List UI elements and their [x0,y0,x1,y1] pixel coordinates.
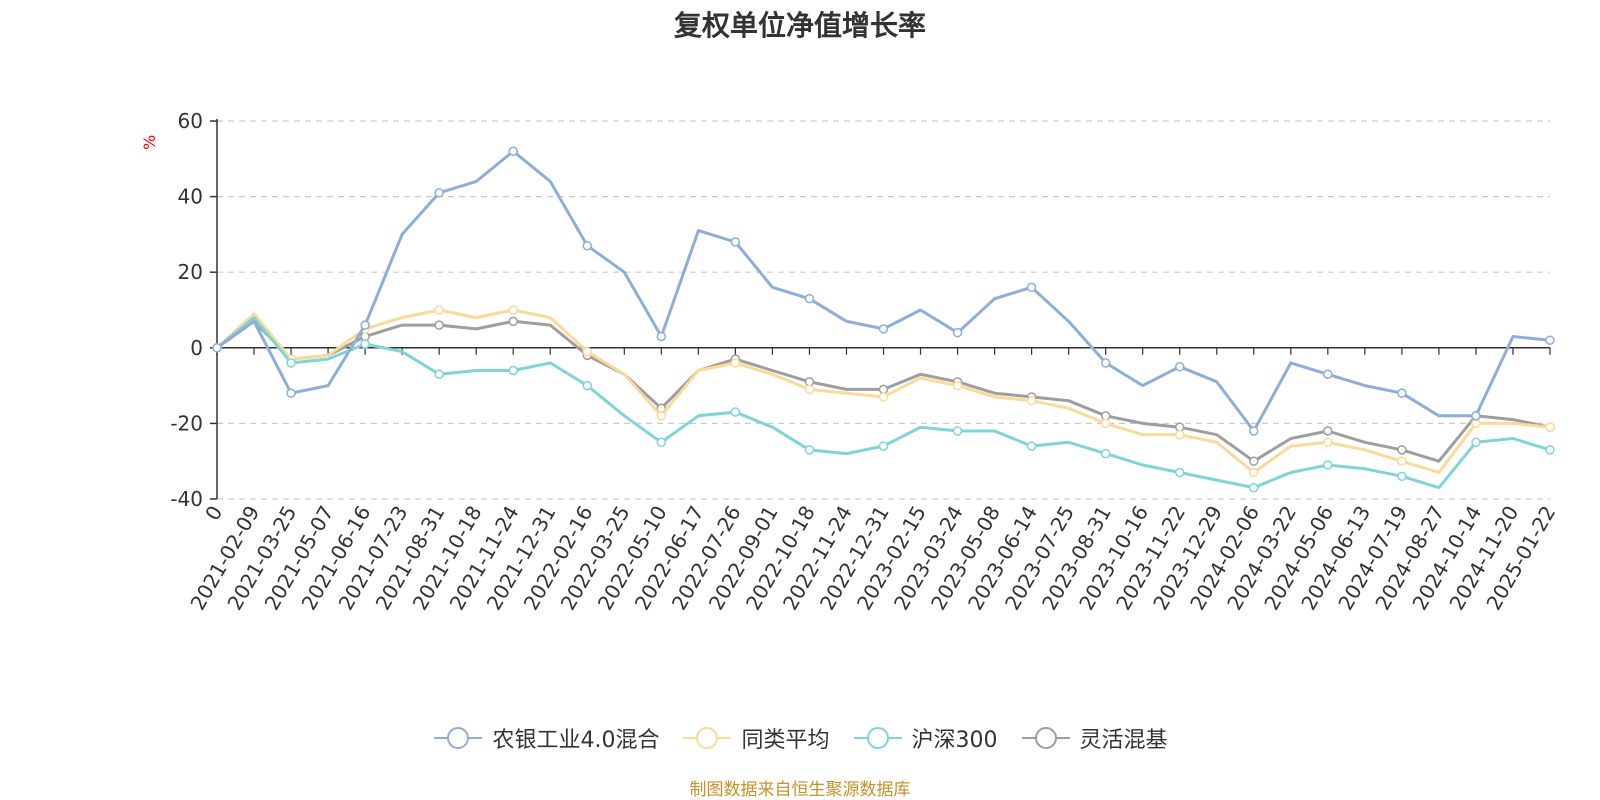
series-point [1100,358,1111,368]
line-chart: -40-20020406002021-02-092021-03-252021-0… [170,109,1560,614]
series-point [878,384,889,395]
legend-label: 同类平均 [741,728,830,753]
series-point [878,392,889,402]
y-tick-label: 60 [178,109,203,133]
x-tick-label: 0 [200,502,227,525]
series-point [730,358,741,368]
series-point [1174,422,1185,432]
series-point [1323,437,1333,448]
series-point [730,407,741,417]
series-point [804,377,815,387]
series-point [952,327,963,338]
legend-item[interactable]: 农银工业4.0混合 [432,722,659,754]
tick-labels: -40-20020406002021-02-092021-03-252021-0… [170,109,1560,614]
series-point [1471,418,1481,429]
series-point [582,346,593,357]
series-point [1545,335,1555,345]
series-point [656,411,667,421]
series-point [1100,411,1111,421]
series-point [1249,467,1259,478]
series-point [804,384,815,395]
y-tick-label: 20 [178,260,203,284]
series-point [952,380,963,391]
series-point [1397,456,1407,466]
y-tick-label: -20 [170,411,203,435]
legend-item[interactable]: 灵活混基 [1020,722,1168,754]
series-point [286,388,296,398]
series-point [286,358,296,368]
series-point [508,316,518,327]
series-point [434,188,444,198]
series-point [1026,282,1037,293]
legend-swatch [683,727,732,749]
legend: 农银工业4.0混合 同类平均 沪深300 灵活混基 [0,720,1600,756]
series-point [1249,456,1259,466]
series-point [1249,426,1259,436]
source-note: 制图数据来自恒生聚源数据库 [689,780,911,800]
series-point [1249,482,1259,493]
series-point [1323,426,1333,436]
series-point [1545,422,1555,432]
y-tick-label: 0 [190,336,203,360]
series-point [1323,460,1333,470]
series-point [1397,388,1407,398]
series-point [1471,411,1481,421]
series-point [878,324,889,334]
series-point [1397,471,1407,482]
series-point [360,339,370,349]
series-point [360,320,370,330]
series-point [656,331,667,342]
series-lines [212,146,1555,493]
series-point [582,380,593,391]
series-point [1545,445,1555,455]
series-point [1026,395,1037,406]
legend-item[interactable]: 同类平均 [681,722,830,754]
series-point [434,369,444,380]
series-point [804,293,815,304]
series-point [1100,448,1111,459]
series-point [1174,361,1185,372]
legend-label: 沪深300 [911,728,998,753]
series-line-2 [216,316,1551,490]
series-point [1323,369,1333,380]
chart-title: 复权单位净值增长率 [673,9,926,42]
legend-item[interactable]: 沪深300 [852,722,998,754]
legend-swatch [1021,727,1070,749]
axes [210,119,1551,500]
series-point [1100,418,1111,429]
series-point [1471,437,1481,448]
series-point [1174,467,1185,478]
y-tick-label: 40 [178,185,203,209]
series-point [1174,429,1185,440]
series-point [360,331,370,342]
series-point [878,441,889,451]
series-point [952,426,963,436]
series-point [434,320,444,330]
series-point [804,445,815,455]
legend-swatch [434,727,483,749]
series-point [212,343,222,353]
series-point [508,365,518,376]
series-point [434,305,444,315]
series-point [1397,445,1407,455]
legend-swatch [853,727,902,749]
series-point [508,305,518,315]
series-point [1026,441,1037,451]
series-point [582,240,593,251]
legend-label: 农银工业4.0混合 [492,728,660,753]
y-tick-label: -40 [170,487,203,511]
series-point [656,437,667,448]
series-point [508,146,518,156]
series-point [730,237,741,247]
legend-label: 灵活混基 [1079,728,1168,753]
